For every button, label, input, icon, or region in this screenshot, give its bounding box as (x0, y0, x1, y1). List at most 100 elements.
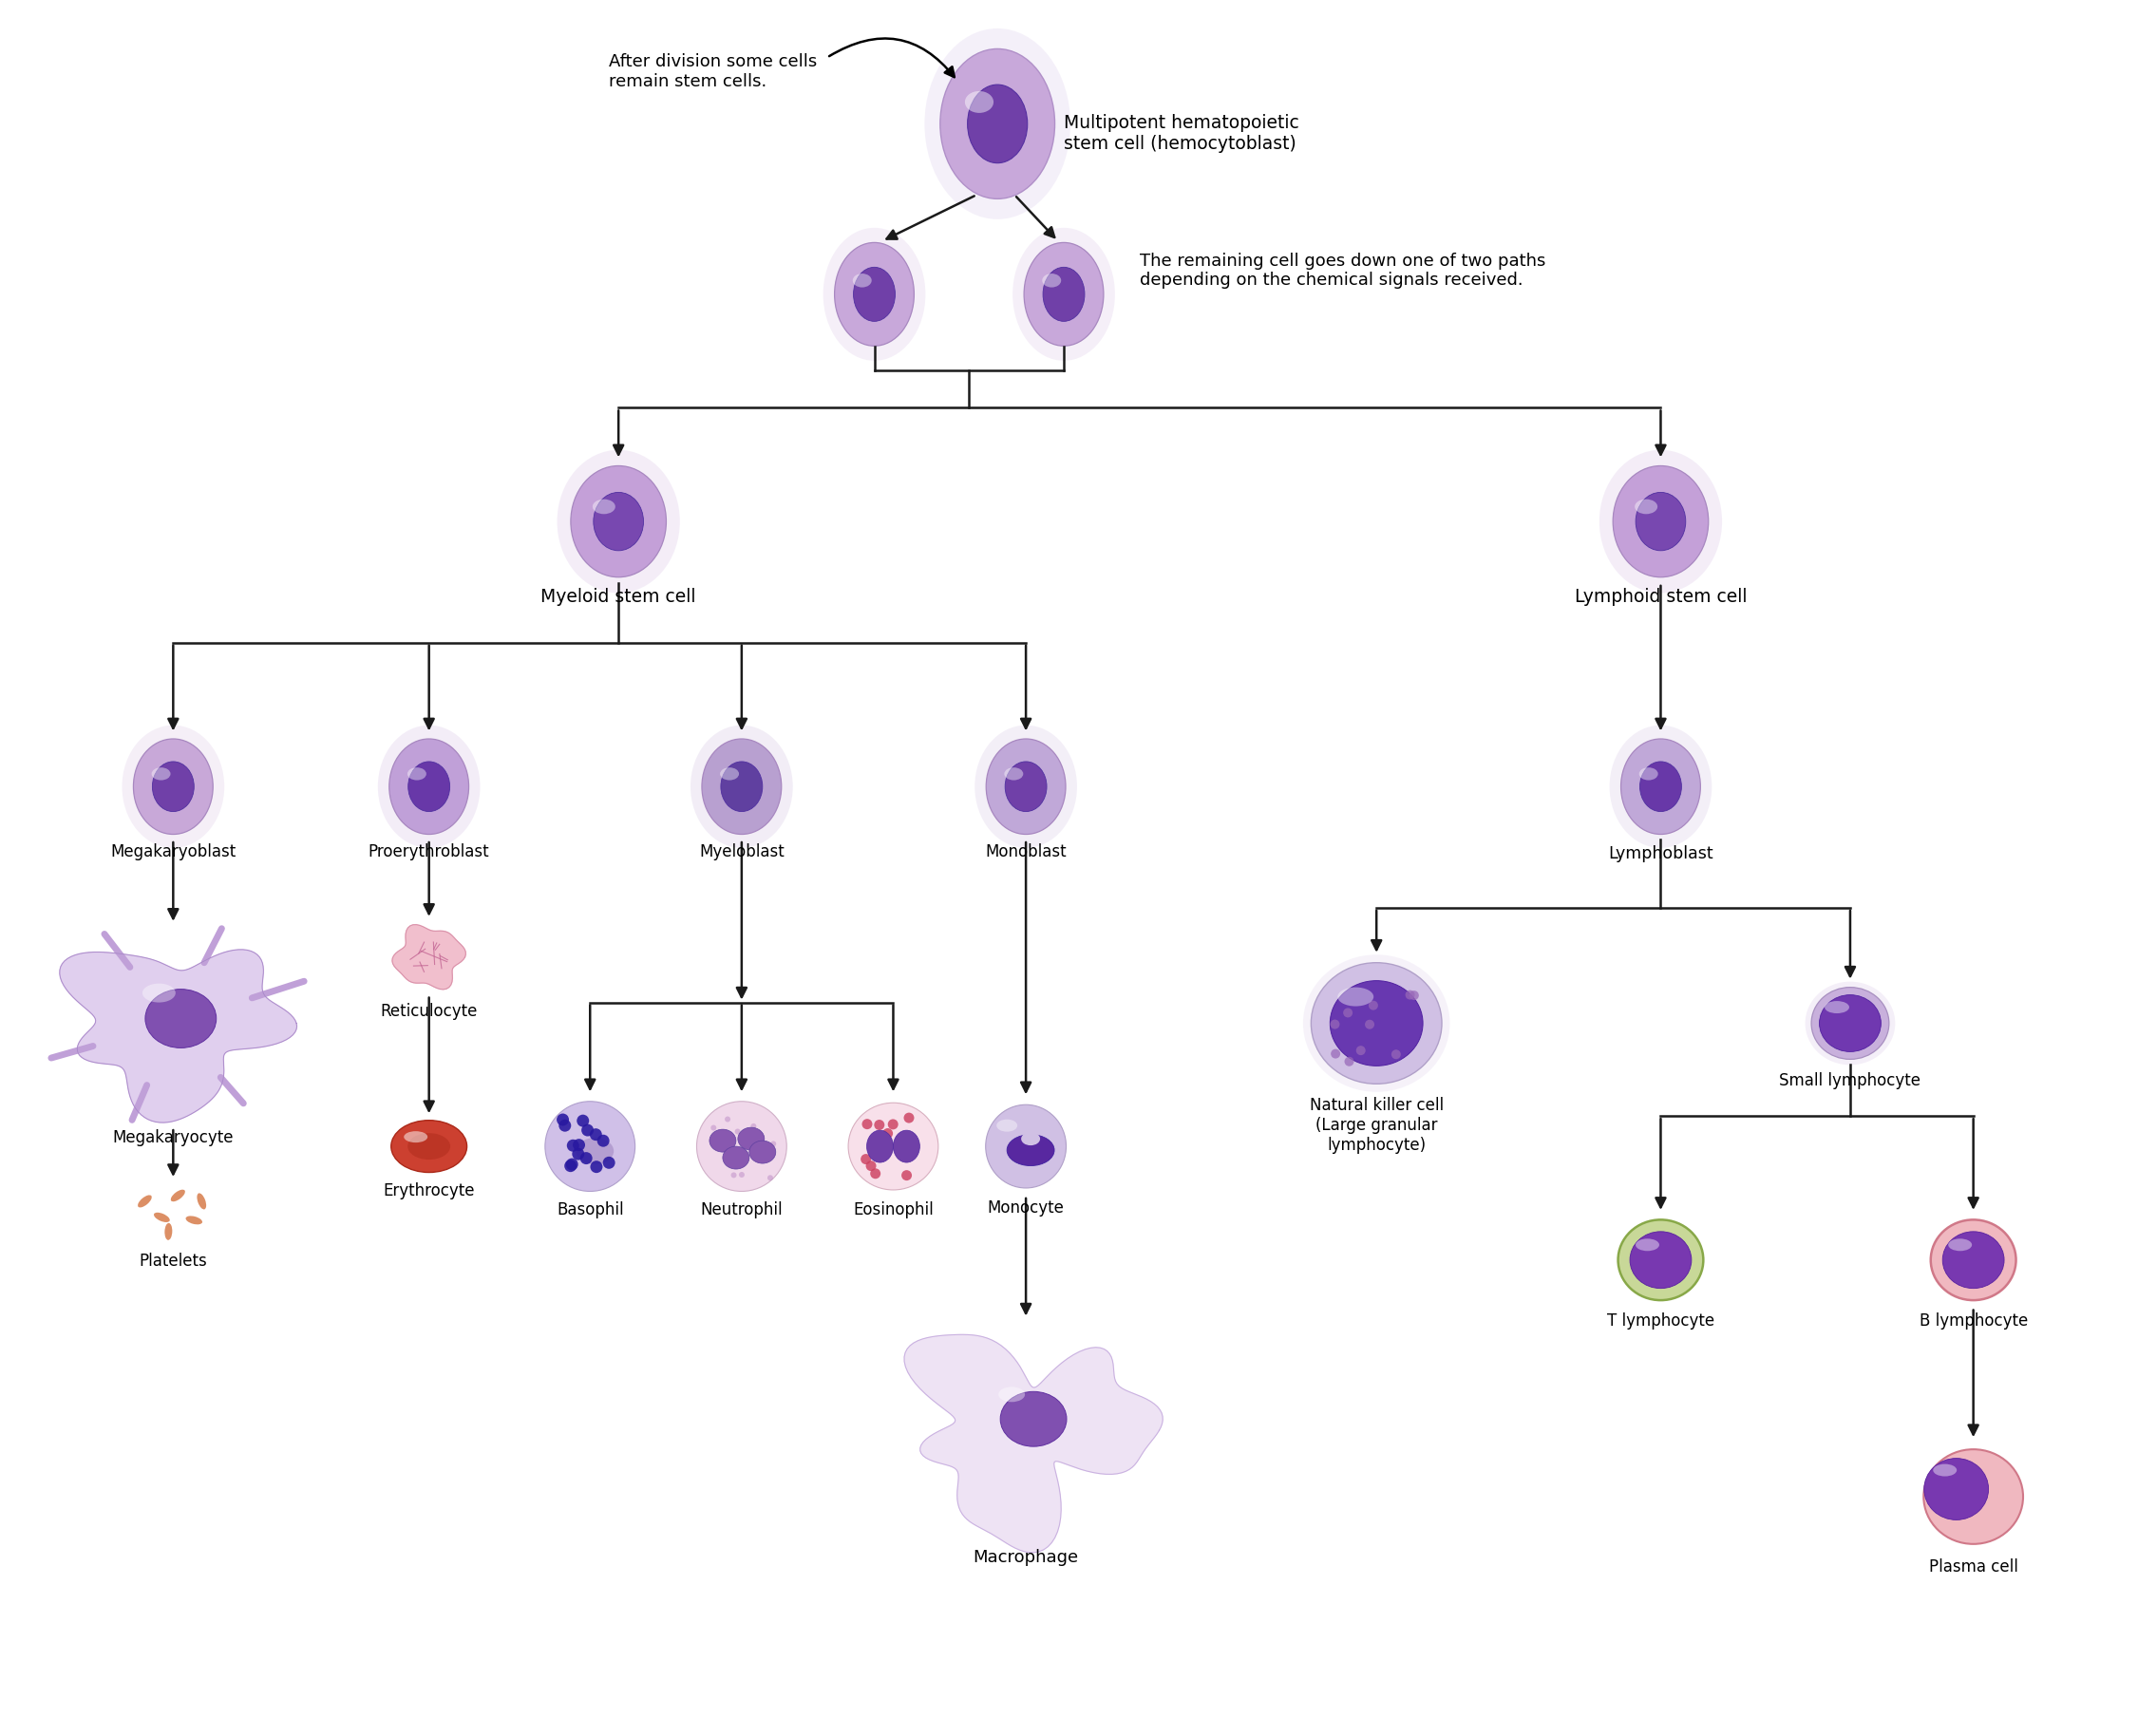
Ellipse shape (904, 1147, 915, 1158)
Ellipse shape (1409, 991, 1420, 1000)
Ellipse shape (964, 90, 994, 113)
Ellipse shape (697, 1101, 787, 1191)
Ellipse shape (748, 1141, 776, 1163)
Ellipse shape (941, 49, 1054, 200)
Ellipse shape (1001, 1392, 1067, 1446)
Text: Lymphoid stem cell: Lymphoid stem cell (1574, 589, 1747, 606)
Ellipse shape (152, 762, 195, 811)
Polygon shape (391, 925, 466, 990)
Ellipse shape (853, 274, 872, 288)
Ellipse shape (137, 1194, 152, 1208)
Ellipse shape (558, 450, 680, 594)
Ellipse shape (862, 1120, 872, 1130)
Ellipse shape (408, 762, 449, 811)
Ellipse shape (545, 1101, 635, 1191)
Ellipse shape (122, 726, 224, 847)
Text: Platelets: Platelets (139, 1252, 207, 1269)
Ellipse shape (986, 740, 1065, 835)
Text: After division some cells
remain stem cells.: After division some cells remain stem ce… (609, 54, 817, 90)
Ellipse shape (1330, 1019, 1341, 1029)
Ellipse shape (710, 1125, 716, 1130)
Ellipse shape (721, 1147, 725, 1153)
Text: Proerythroblast: Proerythroblast (368, 844, 490, 861)
Ellipse shape (197, 1193, 205, 1210)
Ellipse shape (750, 1123, 757, 1128)
Text: Neutrophil: Neutrophil (701, 1201, 783, 1219)
Ellipse shape (152, 767, 171, 779)
Ellipse shape (378, 726, 481, 847)
Text: Lymphoblast: Lymphoblast (1608, 845, 1713, 863)
Ellipse shape (558, 1120, 571, 1132)
Ellipse shape (579, 1153, 592, 1165)
Ellipse shape (590, 1128, 603, 1141)
Ellipse shape (721, 762, 763, 811)
Text: Natural killer cell
(Large granular
lymphocyte): Natural killer cell (Large granular lymp… (1308, 1097, 1443, 1154)
Text: Erythrocyte: Erythrocyte (383, 1182, 475, 1200)
Ellipse shape (1368, 1000, 1379, 1010)
Text: Basophil: Basophil (556, 1201, 624, 1219)
Text: The remaining cell goes down one of two paths
depending on the chemical signals : The remaining cell goes down one of two … (1140, 252, 1546, 288)
Text: Myeloblast: Myeloblast (699, 844, 785, 861)
Ellipse shape (573, 1139, 586, 1151)
Ellipse shape (866, 1130, 894, 1163)
Ellipse shape (567, 1139, 579, 1151)
Ellipse shape (710, 1130, 735, 1153)
Ellipse shape (853, 267, 896, 321)
Ellipse shape (1636, 493, 1685, 550)
Ellipse shape (1041, 274, 1060, 288)
Ellipse shape (740, 1172, 744, 1177)
Ellipse shape (1931, 1220, 2016, 1300)
Ellipse shape (171, 1189, 186, 1201)
Text: Multipotent hematopoietic
stem cell (hemocytoblast): Multipotent hematopoietic stem cell (hem… (1065, 115, 1300, 153)
Ellipse shape (862, 1154, 870, 1165)
Text: Megakaryocyte: Megakaryocyte (113, 1130, 233, 1146)
Ellipse shape (866, 1161, 877, 1172)
Ellipse shape (1610, 726, 1713, 847)
Ellipse shape (186, 1215, 203, 1224)
Ellipse shape (1640, 762, 1680, 811)
Ellipse shape (721, 767, 740, 779)
Ellipse shape (1612, 465, 1708, 576)
Text: Myeloid stem cell: Myeloid stem cell (541, 589, 697, 606)
Ellipse shape (1599, 450, 1721, 594)
Ellipse shape (849, 1102, 939, 1189)
Ellipse shape (594, 493, 644, 550)
Ellipse shape (731, 1172, 738, 1179)
Ellipse shape (592, 500, 616, 514)
Text: B lymphocyte: B lymphocyte (1920, 1312, 2027, 1330)
Ellipse shape (738, 1127, 765, 1151)
Ellipse shape (1636, 500, 1657, 514)
Text: Megakaryoblast: Megakaryoblast (111, 844, 235, 861)
Ellipse shape (154, 1212, 169, 1222)
Ellipse shape (874, 1120, 885, 1130)
Ellipse shape (902, 1170, 911, 1180)
Ellipse shape (1804, 981, 1894, 1064)
Ellipse shape (1022, 1132, 1039, 1146)
Ellipse shape (1924, 1458, 1988, 1519)
Ellipse shape (391, 1120, 466, 1172)
Ellipse shape (165, 1224, 173, 1240)
Ellipse shape (597, 1135, 609, 1147)
Ellipse shape (564, 1160, 577, 1172)
Ellipse shape (870, 1168, 881, 1179)
Ellipse shape (1811, 988, 1890, 1059)
Ellipse shape (691, 726, 793, 847)
Ellipse shape (1364, 1019, 1375, 1029)
Ellipse shape (1311, 963, 1441, 1083)
Ellipse shape (1330, 981, 1424, 1066)
Ellipse shape (404, 1132, 428, 1142)
Ellipse shape (143, 984, 175, 1002)
Ellipse shape (1338, 988, 1373, 1007)
Ellipse shape (1819, 995, 1881, 1052)
Ellipse shape (894, 1130, 919, 1163)
Ellipse shape (603, 1156, 616, 1168)
Ellipse shape (723, 1146, 748, 1168)
Ellipse shape (1013, 227, 1114, 361)
Ellipse shape (567, 1158, 577, 1170)
Ellipse shape (770, 1141, 776, 1147)
Ellipse shape (1043, 267, 1084, 321)
Ellipse shape (1355, 1045, 1366, 1055)
Ellipse shape (975, 726, 1078, 847)
Text: Plasma cell: Plasma cell (1928, 1559, 2018, 1575)
Ellipse shape (1005, 767, 1024, 779)
